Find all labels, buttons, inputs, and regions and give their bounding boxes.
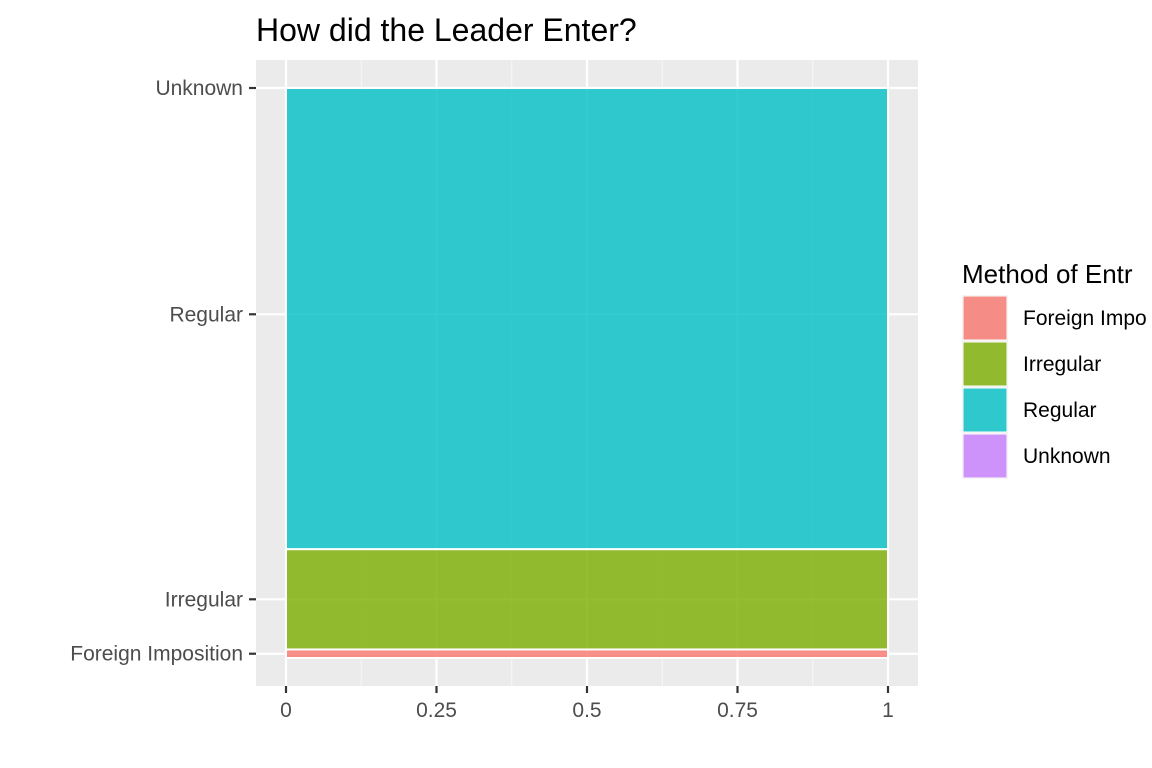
y-tick-label: Irregular: [165, 588, 243, 611]
x-tick-label: 0.75: [717, 699, 758, 722]
x-tick-label: 1: [882, 699, 894, 722]
legend-title: Method of Entr: [962, 259, 1133, 289]
y-tick-label: Regular: [169, 303, 243, 326]
x-tick-label: 0: [280, 699, 292, 722]
legend-swatch: [962, 387, 1008, 433]
legend-label: Irregular: [1023, 353, 1101, 376]
y-tick-label: Foreign Imposition: [70, 643, 243, 666]
y-tick-label: Unknown: [155, 77, 243, 100]
legend-label: Unknown: [1023, 445, 1111, 468]
bar-irregular: [285, 548, 889, 651]
bar-foreign-imposition: [285, 648, 889, 660]
x-tick-label: 0.25: [416, 699, 457, 722]
legend: Method of Entr Foreign Impo Irregular Regu…: [962, 259, 1147, 479]
bars: [285, 87, 889, 660]
legend-swatch: [962, 433, 1008, 479]
x-tick-label: 0.5: [572, 699, 601, 722]
legend-label: Regular: [1023, 399, 1097, 422]
chart-title: How did the Leader Enter?: [256, 12, 637, 48]
legend-label: Foreign Impo: [1023, 307, 1147, 330]
bar-regular: [285, 87, 889, 551]
legend-swatch: [962, 341, 1008, 387]
legend-swatch: [962, 295, 1008, 341]
axes: Foreign Imposition Irregular Regular Unknow…: [70, 77, 894, 722]
